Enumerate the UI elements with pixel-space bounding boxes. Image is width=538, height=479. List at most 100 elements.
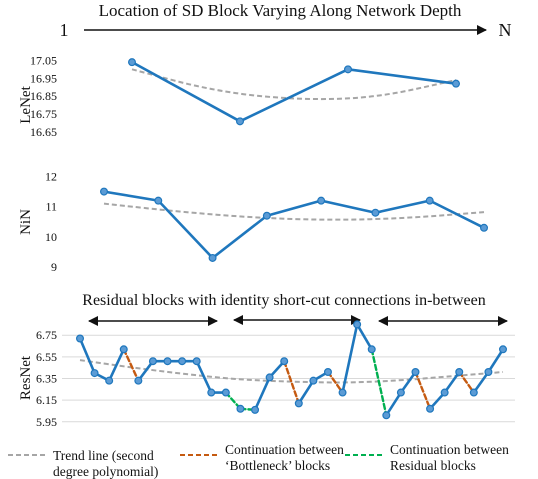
lenet-data-point	[452, 79, 461, 88]
resnet-data-point	[207, 388, 216, 397]
resnet-data-point	[426, 404, 435, 413]
nin-series-segment	[319, 199, 377, 215]
resnet-series-segment	[253, 376, 271, 412]
lenet-trend-line	[131, 68, 457, 101]
resnet-series-segment	[487, 348, 505, 374]
nin-series-segment	[211, 214, 269, 260]
nin-data-point	[154, 196, 163, 205]
resnet-series-segment	[122, 348, 140, 382]
nin-data-point	[99, 187, 108, 196]
resnet-data-point	[455, 368, 464, 377]
resnet-series-segment	[297, 379, 315, 405]
nin-series-segment	[156, 199, 214, 260]
resnet-ytick-label: 6.35	[36, 372, 57, 386]
resnet-data-point	[221, 388, 230, 397]
resnet-series-segment	[355, 323, 374, 351]
depth-end-label: N	[499, 20, 512, 40]
resnet-data-point	[265, 373, 274, 382]
resnet-data-point	[382, 411, 391, 420]
lenet-ytick-label: 16.75	[30, 107, 57, 121]
lenet-data-point	[128, 58, 137, 67]
legend-trend-label-line2: degree polynomial)	[53, 464, 158, 479]
nin-ytick-label: 9	[51, 260, 57, 274]
resnet-data-point	[90, 369, 99, 378]
legend-bottleneck-label-line2: ‘Bottleneck’ blocks	[225, 458, 330, 473]
lenet-series-segment	[238, 68, 350, 123]
resnet-series-segment	[458, 370, 476, 394]
resnet-data-point	[440, 388, 449, 397]
resnet-series-segment	[399, 370, 417, 394]
resnet-panel: ResNet 6.75 6.55 6.35 6.15 5.95	[18, 320, 515, 429]
resnet-data-point	[499, 345, 508, 354]
resnet-series-segment	[385, 391, 403, 417]
resnet-axis-label: ResNet	[18, 355, 34, 400]
resnet-data-point	[353, 320, 362, 329]
resnet-ytick-label: 6.55	[36, 350, 57, 364]
resnet-data-point	[338, 388, 347, 397]
lenet-ytick-label: 16.85	[30, 89, 57, 103]
resnet-series-segment	[443, 370, 461, 394]
lenet-ytick-label: 16.95	[30, 71, 57, 85]
resnet-data-point	[469, 388, 478, 397]
nin-series-segment	[428, 199, 486, 230]
nin-data-point	[480, 223, 489, 232]
resnet-series-segment	[78, 337, 96, 375]
resnet-data-point	[367, 345, 376, 354]
resnet-data-point	[396, 388, 405, 397]
resnet-ytick-label: 5.95	[36, 415, 57, 429]
resnet-data-point	[105, 376, 114, 385]
nin-series-segment	[265, 199, 323, 218]
resnet-ytick-label: 6.15	[36, 393, 57, 407]
resnet-data-point	[280, 357, 289, 366]
lenet-data-point	[236, 117, 245, 126]
depth-start-label: 1	[60, 20, 69, 40]
nin-data-point	[317, 196, 326, 205]
nin-data-point	[371, 208, 380, 217]
resnet-data-point	[119, 345, 128, 354]
nin-axis-label: NiN	[18, 209, 34, 235]
legend-trend-label-line1: Trend line (second	[53, 448, 154, 463]
resnet-data-point	[75, 334, 84, 343]
legend-residual-label-line2: Residual blocks	[390, 458, 476, 473]
resnet-data-point	[323, 368, 332, 377]
resnet-data-point	[309, 376, 318, 385]
resnet-series-segment	[107, 348, 126, 382]
resnet-data-point	[134, 376, 143, 385]
legend-residual-label-line1: Continuation between	[390, 442, 509, 457]
lenet-series-segment	[346, 68, 458, 85]
resnet-series-segment	[195, 359, 213, 394]
resnet-data-point	[294, 399, 303, 408]
nin-ytick-label: 10	[45, 230, 57, 244]
nin-ytick-label: 11	[45, 200, 57, 214]
resnet-ytick-label: 6.75	[36, 328, 57, 342]
legend: Trend line (second degree polynomial) Co…	[8, 442, 509, 479]
residual-caption: Residual blocks with identity short-cut …	[82, 292, 485, 309]
resnet-series-segment	[341, 323, 359, 394]
resnet-series-segment	[137, 359, 155, 382]
resnet-data-point	[236, 404, 245, 413]
resnet-data-point	[251, 405, 260, 414]
resnet-data-point	[411, 368, 420, 377]
lenet-ytick-label: 17.05	[30, 53, 57, 67]
resnet-data-point	[192, 357, 201, 366]
resnet-series-segment	[414, 370, 432, 410]
lenet-series-segment	[130, 60, 242, 123]
nin-ytick-label: 12	[45, 170, 57, 184]
resnet-series-segment	[370, 348, 388, 417]
nin-data-point	[208, 253, 217, 262]
resnet-series-segment	[283, 359, 300, 405]
lenet-panel: LeNet 17.05 16.95 16.85 16.75 16.65	[18, 53, 461, 139]
lenet-data-point	[344, 65, 353, 74]
legend-bottleneck-label-line1: Continuation between	[225, 442, 344, 457]
lenet-ytick-label: 16.65	[30, 125, 57, 139]
resnet-data-point	[178, 357, 187, 366]
nin-data-point	[262, 211, 271, 220]
lenet-axis-label: LeNet	[18, 85, 34, 123]
resnet-trend-line	[79, 359, 504, 384]
resnet-series-segment	[472, 370, 490, 394]
figure-title: Location of SD Block Varying Along Netwo…	[99, 1, 462, 20]
nin-panel: NiN 12 11 10 9	[18, 170, 489, 274]
nin-series-segment	[102, 190, 160, 202]
resnet-data-point	[163, 357, 172, 366]
